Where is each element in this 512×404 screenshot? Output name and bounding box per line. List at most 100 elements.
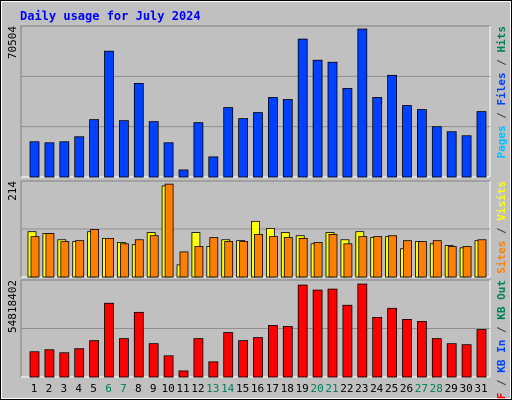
- bar: [431, 338, 442, 378]
- bar: [208, 361, 219, 378]
- x-tick-label: 11: [176, 382, 189, 395]
- x-tick-label: 7: [120, 382, 127, 395]
- bar: [60, 241, 70, 278]
- bar: [29, 351, 40, 378]
- bar: [388, 235, 398, 278]
- bar: [283, 237, 293, 278]
- bar: [282, 99, 293, 178]
- legend-entry: KB In: [495, 340, 508, 373]
- bar: [372, 316, 383, 378]
- bar: [372, 97, 383, 178]
- bar: [461, 135, 472, 178]
- x-tick-label: 27: [415, 382, 428, 395]
- bar: [402, 105, 412, 178]
- bar: [447, 246, 457, 278]
- bar: [89, 340, 99, 378]
- bar: [358, 236, 368, 278]
- legend-entry: Hits: [495, 26, 508, 53]
- bar: [120, 243, 129, 278]
- bar: [343, 243, 353, 278]
- bar: [297, 284, 308, 378]
- bar: [297, 38, 308, 178]
- bar: [387, 307, 398, 378]
- bar: [373, 236, 383, 278]
- bar: [342, 88, 353, 178]
- x-tick-label: 2: [46, 382, 53, 395]
- bar: [476, 329, 487, 378]
- bar: [387, 74, 398, 178]
- x-tick-label: 6: [105, 382, 112, 395]
- bar: [104, 50, 114, 178]
- bar: [119, 120, 129, 178]
- bar: [403, 240, 412, 278]
- bar: [357, 28, 368, 178]
- y-tick-label: 214: [6, 181, 19, 201]
- bar: [208, 156, 219, 178]
- bar: [327, 288, 338, 378]
- bar: [327, 61, 338, 178]
- bar: [224, 241, 234, 278]
- legend-entry: KB Out: [495, 280, 508, 320]
- bar: [267, 325, 278, 378]
- bar: [89, 119, 99, 178]
- legend-separator: /: [495, 53, 508, 73]
- legend: KB F / KB In / KB Out: [495, 280, 508, 400]
- x-tick-label: 28: [430, 382, 443, 395]
- bar: [328, 233, 338, 278]
- bar: [30, 236, 40, 278]
- bar: [209, 237, 219, 278]
- bar: [133, 82, 144, 178]
- bar: [267, 97, 278, 178]
- legend-separator: /: [495, 221, 508, 241]
- bar: [178, 370, 189, 378]
- bar: [164, 183, 174, 278]
- bar: [105, 238, 114, 278]
- x-tick-label: 9: [150, 382, 157, 395]
- bar: [238, 340, 249, 378]
- bar: [59, 141, 70, 178]
- x-tick-label: 17: [266, 382, 279, 395]
- bar: [312, 289, 323, 378]
- bar: [268, 236, 278, 278]
- x-tick-label: 31: [474, 382, 487, 395]
- bar: [44, 349, 55, 378]
- legend-separator: /: [495, 320, 508, 340]
- legend-separator: /: [495, 373, 508, 393]
- bar: [446, 343, 457, 378]
- bar: [45, 233, 55, 278]
- x-tick-label: 5: [90, 382, 97, 395]
- bar: [254, 233, 263, 278]
- legend: Pages / Files / Hits: [495, 26, 508, 159]
- bar: [179, 251, 189, 278]
- bar: [282, 326, 293, 378]
- legend-entry: KB F: [495, 393, 508, 400]
- legend-entry: Pages: [495, 125, 508, 158]
- legend-entry: Sites: [495, 241, 508, 274]
- bar: [193, 122, 204, 178]
- bar: [134, 239, 144, 278]
- bar: [163, 142, 174, 178]
- bar: [476, 111, 487, 178]
- x-tick-label: 24: [370, 382, 384, 395]
- x-tick-label: 14: [221, 382, 235, 395]
- bar: [238, 118, 249, 178]
- chart-title: Daily usage for July 2024: [20, 9, 201, 23]
- bar: [298, 238, 308, 278]
- bar: [29, 141, 40, 178]
- x-tick-label: 22: [340, 382, 353, 395]
- x-tick-label: 20: [310, 382, 323, 395]
- bar: [75, 240, 85, 278]
- x-tick-label: 16: [251, 382, 264, 395]
- bar: [432, 240, 442, 278]
- x-tick-label: 4: [75, 382, 82, 395]
- x-tick-label: 25: [385, 382, 398, 395]
- bar: [239, 241, 249, 278]
- bar: [148, 343, 159, 378]
- bar: [193, 338, 204, 378]
- x-tick-label: 19: [296, 382, 309, 395]
- x-tick-label: 30: [459, 382, 472, 395]
- x-tick-label: 23: [355, 382, 368, 395]
- x-tick-label: 3: [60, 382, 67, 395]
